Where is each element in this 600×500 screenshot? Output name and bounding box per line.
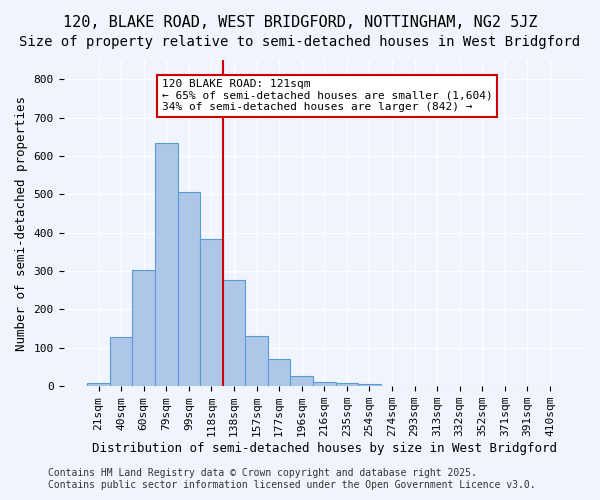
Bar <box>290 376 313 386</box>
Bar <box>110 337 133 386</box>
Text: Size of property relative to semi-detached houses in West Bridgford: Size of property relative to semi-detach… <box>19 35 581 49</box>
Text: 120 BLAKE ROAD: 121sqm
← 65% of semi-detached houses are smaller (1,604)
34% of : 120 BLAKE ROAD: 121sqm ← 65% of semi-det… <box>162 79 493 112</box>
Bar <box>313 382 335 386</box>
X-axis label: Distribution of semi-detached houses by size in West Bridgford: Distribution of semi-detached houses by … <box>92 442 557 455</box>
Bar <box>358 384 381 386</box>
Text: Contains HM Land Registry data © Crown copyright and database right 2025.
Contai: Contains HM Land Registry data © Crown c… <box>48 468 536 490</box>
Bar <box>245 336 268 386</box>
Bar <box>200 239 223 386</box>
Bar <box>87 383 110 386</box>
Bar <box>178 192 200 386</box>
Bar <box>133 270 155 386</box>
Bar <box>223 280 245 386</box>
Bar <box>155 142 178 386</box>
Bar <box>268 360 290 386</box>
Bar <box>335 383 358 386</box>
Y-axis label: Number of semi-detached properties: Number of semi-detached properties <box>15 96 28 350</box>
Text: 120, BLAKE ROAD, WEST BRIDGFORD, NOTTINGHAM, NG2 5JZ: 120, BLAKE ROAD, WEST BRIDGFORD, NOTTING… <box>63 15 537 30</box>
